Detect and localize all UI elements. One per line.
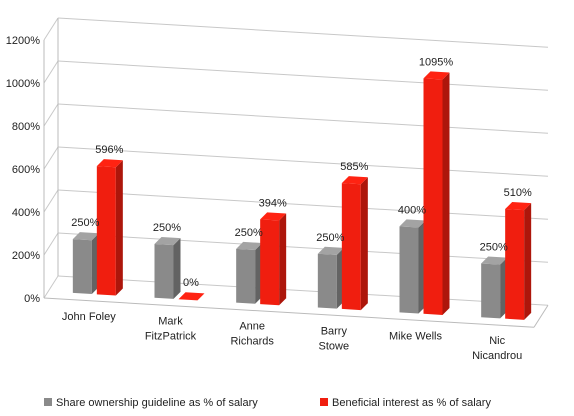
axes: 0% 200% 400% 600% 800% 1000% 1200% xyxy=(6,18,549,328)
bar xyxy=(317,246,344,309)
gridline xyxy=(57,60,549,91)
data-label: 394% xyxy=(259,197,287,209)
gridline xyxy=(57,17,549,48)
bar xyxy=(341,176,368,311)
bar-top-face xyxy=(341,176,368,185)
bar-top-face xyxy=(260,212,287,221)
wall-gridline xyxy=(43,146,59,170)
bar xyxy=(423,71,450,315)
bar-top-face xyxy=(505,202,532,211)
category-label: Anne Richards xyxy=(230,321,274,348)
bar-side-face xyxy=(173,238,181,299)
category-label: John Foley xyxy=(62,311,116,323)
bar-top-face xyxy=(154,237,181,246)
bar-front-face xyxy=(481,263,501,319)
y-tick-label: 800% xyxy=(12,121,40,133)
y-tick-label: 0% xyxy=(24,293,40,305)
y-tick-label: 400% xyxy=(12,207,40,219)
data-label: 250% xyxy=(71,217,99,229)
bar-top-face xyxy=(72,232,99,241)
data-label: 510% xyxy=(504,187,532,199)
bar xyxy=(260,212,287,306)
legend-item: Beneficial interest as % of salary xyxy=(320,397,491,409)
bar-top-face xyxy=(399,219,426,228)
bar-front-face xyxy=(317,253,337,309)
bar-front-face xyxy=(96,166,116,296)
wall-gridline xyxy=(43,60,59,84)
data-label: 596% xyxy=(95,144,123,156)
bar xyxy=(154,237,181,299)
bar xyxy=(178,292,205,301)
category-label: Barry Stowe xyxy=(319,325,350,352)
data-label: 0% xyxy=(183,277,199,289)
gridline xyxy=(57,275,549,306)
data-label: 250% xyxy=(153,222,181,234)
gridline xyxy=(57,146,549,177)
bar xyxy=(399,219,426,314)
bar-side-face xyxy=(115,160,123,296)
bar-side-face xyxy=(524,203,532,320)
bar-front-face xyxy=(399,226,419,314)
bar-top-face xyxy=(481,256,508,265)
y-tick-label: 1000% xyxy=(6,78,40,90)
data-label: 1095% xyxy=(419,56,453,68)
bar-side-face xyxy=(442,72,450,315)
wall-gridline xyxy=(43,275,59,299)
bar-front-face xyxy=(236,248,256,304)
gridlines xyxy=(43,17,549,306)
bar-front-face xyxy=(260,219,280,306)
category-label: Mark FitzPatrick xyxy=(145,316,197,343)
bar-top-face xyxy=(178,292,205,301)
category-label: Nic Nicandrou xyxy=(472,335,522,362)
gridline xyxy=(57,232,549,263)
data-label: 585% xyxy=(340,161,368,173)
bar-top-face xyxy=(317,246,344,255)
bar-front-face xyxy=(72,239,92,295)
bar-side-face xyxy=(279,213,287,306)
legend-label: Beneficial interest as % of salary xyxy=(332,397,491,409)
legend: Share ownership guideline as % of salary… xyxy=(44,397,491,409)
bar-side-face xyxy=(360,177,368,311)
wall-gridline xyxy=(43,189,59,213)
floor-edge xyxy=(533,304,549,328)
gridline xyxy=(57,103,549,134)
bar xyxy=(505,202,532,320)
category-labels: John Foley Mark FitzPatrick Anne Richards Bar… xyxy=(62,311,522,362)
data-label: 250% xyxy=(480,242,508,254)
legend-swatch xyxy=(44,398,52,406)
wall-gridline xyxy=(43,232,59,256)
data-label: 250% xyxy=(235,227,263,239)
bar xyxy=(72,232,99,295)
y-tick-label: 600% xyxy=(12,164,40,176)
gridline xyxy=(57,189,549,220)
bar xyxy=(236,241,263,304)
bar-front-face xyxy=(423,78,443,315)
legend-label: Share ownership guideline as % of salary xyxy=(56,397,258,409)
wall-gridline xyxy=(43,103,59,127)
wall-gridline xyxy=(43,17,59,41)
bar-top-face xyxy=(236,241,263,251)
bar-front-face xyxy=(341,183,361,311)
y-tick-label: 1200% xyxy=(6,35,40,47)
data-label: 250% xyxy=(316,232,344,244)
bar xyxy=(96,159,123,296)
data-label: 400% xyxy=(398,204,426,216)
data-labels: 250% 250% 250% 250% 400% 250% 596% 0% 394% 585% 10… xyxy=(71,56,532,289)
bars xyxy=(72,71,532,320)
category-label: Mike Wells xyxy=(389,330,442,342)
bar-top-face xyxy=(96,159,123,168)
legend-swatch xyxy=(320,398,328,406)
y-tick-label: 200% xyxy=(12,250,40,262)
legend-item: Share ownership guideline as % of salary xyxy=(44,397,258,409)
x-axis-line xyxy=(43,297,535,328)
bar-front-face xyxy=(505,209,525,320)
bar xyxy=(481,256,508,319)
bar-front-face xyxy=(154,244,174,299)
bar-top-face xyxy=(423,71,450,80)
